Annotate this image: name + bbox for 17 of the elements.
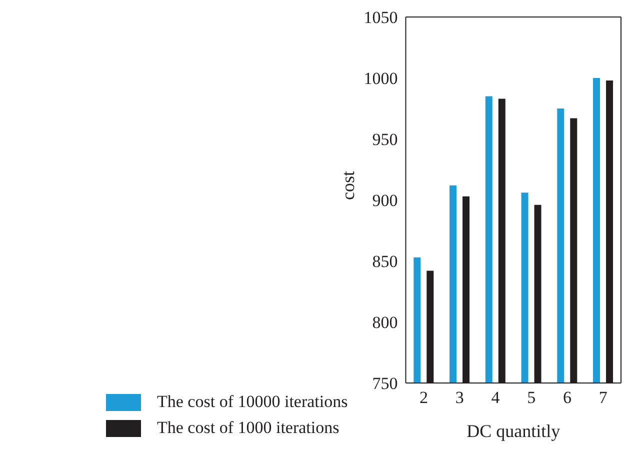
y-axis-title: cost <box>338 171 358 200</box>
legend-label: The cost of 10000 iterations <box>157 392 348 412</box>
y-tick-label: 800 <box>372 313 398 332</box>
x-tick-label: 3 <box>455 388 464 408</box>
y-tick-label: 1000 <box>364 69 398 88</box>
x-tick-label: 5 <box>527 388 536 408</box>
y-tick-label: 850 <box>372 252 398 272</box>
y-tick-label: 950 <box>372 130 398 150</box>
y-tick-label: 900 <box>372 191 398 210</box>
x-tick-label: 4 <box>491 388 500 408</box>
x-tick-label: 7 <box>598 388 608 408</box>
legend-label: The cost of 1000 iterations <box>157 418 340 438</box>
x-tick-label: 2 <box>419 388 428 408</box>
y-tick-label: 750 <box>372 374 398 394</box>
y-tick-label: 1050 <box>364 8 398 28</box>
x-tick-label: 6 <box>562 388 572 408</box>
x-axis-title: DC quantitly <box>466 421 560 441</box>
